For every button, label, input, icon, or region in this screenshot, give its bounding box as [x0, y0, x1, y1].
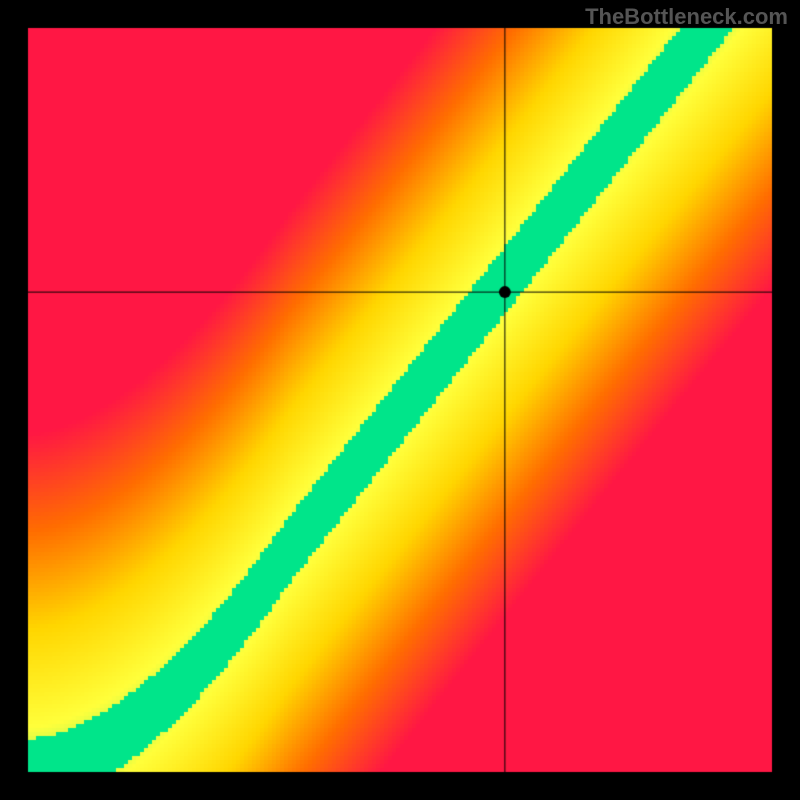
bottleneck-heatmap [0, 0, 800, 800]
watermark-label: TheBottleneck.com [585, 4, 788, 30]
